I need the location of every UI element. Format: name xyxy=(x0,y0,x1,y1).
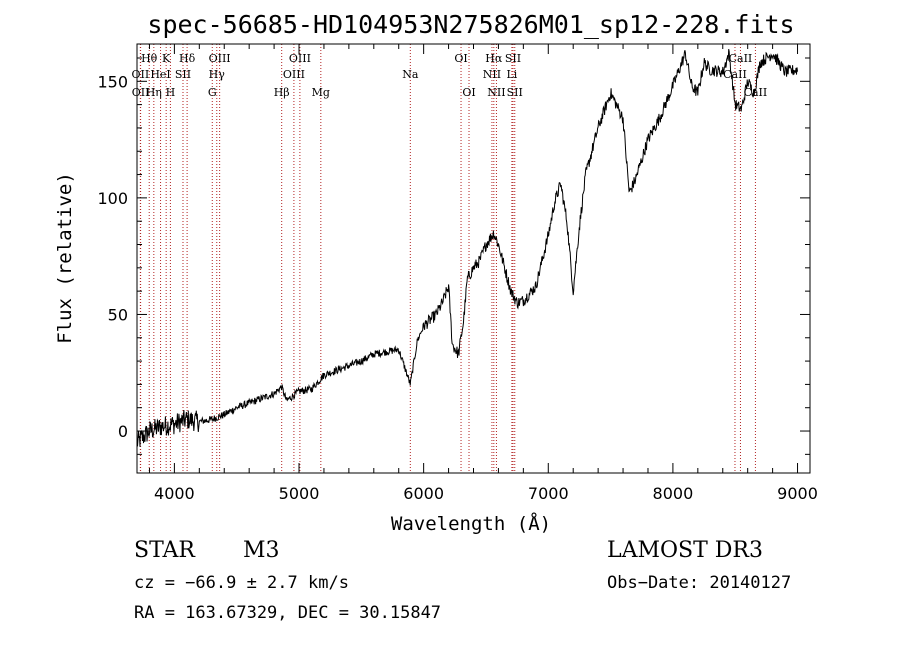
line-label-23: Li xyxy=(506,68,517,81)
line-label-22: SII xyxy=(505,52,521,65)
object-class: STAR xyxy=(134,538,195,563)
line-label-13: OIII xyxy=(289,52,311,65)
line-label-24: SII xyxy=(507,86,523,99)
line-label-2: OII xyxy=(132,86,150,99)
chart-title: spec-56685-HD104953N275826M01_sp12-228.f… xyxy=(147,10,794,39)
line-label-8: Hδ xyxy=(179,52,196,65)
x-axis-ticks: 4000 5000 6000 7000 8000 9000 xyxy=(148,44,818,503)
plot-frame xyxy=(136,43,811,474)
x-tick-label: 4000 xyxy=(154,484,195,503)
ra-dec: RA = 163.67329, DEC = 30.15847 xyxy=(134,603,442,623)
line-label-1: OII xyxy=(132,68,150,81)
line-label-15: Mg xyxy=(312,86,330,99)
y-axis-label: Flux (relative) xyxy=(54,172,76,344)
line-label-4: HeI xyxy=(150,68,170,81)
line-label-19: Hα xyxy=(485,52,503,65)
line-label-27: CaII xyxy=(744,86,768,99)
line-label-20: NII xyxy=(483,68,501,81)
line-label-21: NII xyxy=(487,86,505,99)
y-tick-label: 150 xyxy=(97,72,128,91)
y-axis-ticks: 0 50 100 150 xyxy=(97,57,810,455)
line-label-6: H xyxy=(166,86,176,99)
x-tick-label: 5000 xyxy=(279,484,320,503)
y-tick-label: 50 xyxy=(108,305,128,324)
x-axis-label: Wavelength (Å) xyxy=(391,512,551,535)
line-label-26: CaII xyxy=(723,68,747,81)
line-label-3: Hη xyxy=(146,86,162,99)
line-label-12: Hβ xyxy=(274,86,290,99)
line-label-16: Na xyxy=(402,68,419,81)
y-tick-label: 0 xyxy=(118,422,128,441)
survey-name: LAMOST DR3 xyxy=(607,538,763,563)
line-label-17: OI xyxy=(454,52,467,65)
line-label-25: CaII xyxy=(729,52,753,65)
line-label-10: Hγ xyxy=(209,68,226,81)
x-tick-label: 6000 xyxy=(403,484,444,503)
redshift-cz: cz = −66.9 ± 2.7 km/s xyxy=(134,573,349,593)
observation-date: Obs−Date: 20140127 xyxy=(607,573,792,593)
spectrum-line xyxy=(136,49,798,447)
line-label-0: Hθ xyxy=(141,52,158,65)
line-label-14: OIII xyxy=(283,68,305,81)
line-label-18: OI xyxy=(462,86,475,99)
x-tick-label: 7000 xyxy=(528,484,569,503)
x-tick-label: 9000 xyxy=(777,484,818,503)
line-label-7: SII xyxy=(175,68,191,81)
line-label-9: OIII xyxy=(209,52,231,65)
line-label-11: G xyxy=(208,86,217,99)
emission-line-markers xyxy=(139,44,756,473)
line-label-5: K xyxy=(162,52,171,65)
y-tick-label: 100 xyxy=(97,189,128,208)
x-tick-label: 8000 xyxy=(653,484,694,503)
object-subclass: M3 xyxy=(243,538,280,563)
